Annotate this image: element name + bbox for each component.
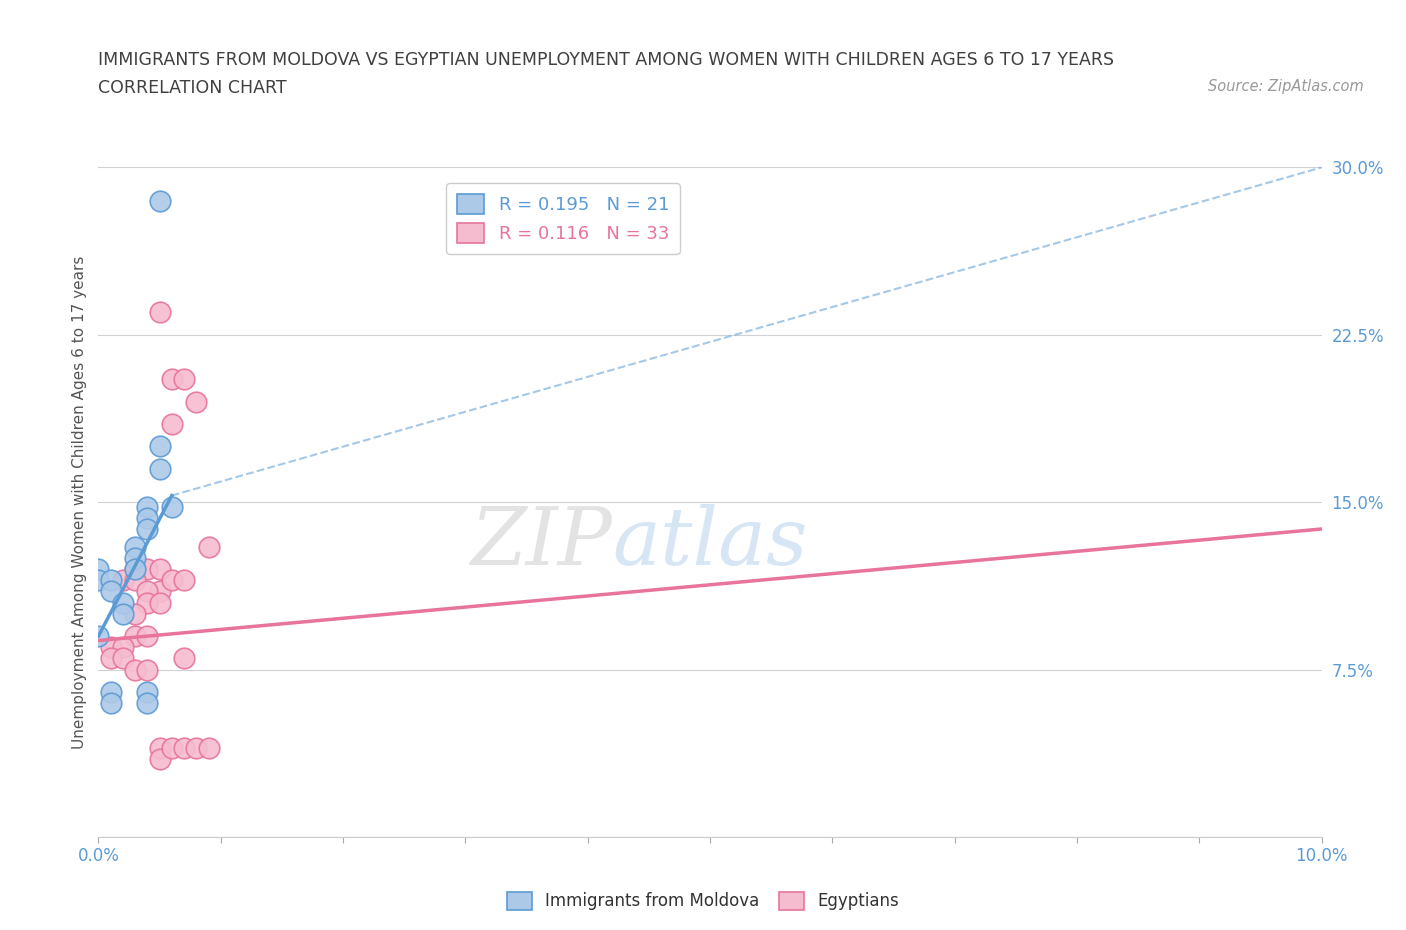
Point — [173, 740, 195, 755]
Point — [124, 629, 146, 644]
Point — [149, 740, 172, 755]
Text: IMMIGRANTS FROM MOLDOVA VS EGYPTIAN UNEMPLOYMENT AMONG WOMEN WITH CHILDREN AGES : IMMIGRANTS FROM MOLDOVA VS EGYPTIAN UNEM… — [98, 51, 1115, 69]
Point — [100, 696, 122, 711]
Point — [111, 606, 134, 621]
Point — [197, 740, 219, 755]
Point — [173, 372, 195, 387]
Point — [124, 662, 146, 677]
Point — [160, 417, 183, 432]
Point — [136, 696, 159, 711]
Point — [136, 562, 159, 577]
Point — [149, 751, 172, 766]
Point — [149, 584, 172, 599]
Point — [197, 539, 219, 554]
Point — [136, 584, 159, 599]
Point — [160, 499, 183, 514]
Point — [100, 573, 122, 588]
Legend: R = 0.195   N = 21, R = 0.116   N = 33: R = 0.195 N = 21, R = 0.116 N = 33 — [446, 183, 681, 254]
Point — [149, 562, 172, 577]
Point — [124, 562, 146, 577]
Point — [87, 562, 110, 577]
Text: atlas: atlas — [612, 504, 807, 581]
Point — [149, 305, 172, 320]
Text: CORRELATION CHART: CORRELATION CHART — [98, 79, 287, 97]
Point — [149, 461, 172, 476]
Point — [111, 573, 134, 588]
Text: Source: ZipAtlas.com: Source: ZipAtlas.com — [1208, 79, 1364, 94]
Point — [136, 522, 159, 537]
Point — [124, 573, 146, 588]
Point — [173, 573, 195, 588]
Y-axis label: Unemployment Among Women with Children Ages 6 to 17 years: Unemployment Among Women with Children A… — [72, 256, 87, 749]
Point — [136, 629, 159, 644]
Point — [100, 651, 122, 666]
Point — [186, 394, 208, 409]
Point — [124, 606, 146, 621]
Point — [100, 640, 122, 655]
Point — [160, 573, 183, 588]
Point — [149, 439, 172, 454]
Point — [111, 640, 134, 655]
Point — [136, 595, 159, 610]
Point — [136, 684, 159, 699]
Text: ZIP: ZIP — [471, 504, 612, 581]
Point — [124, 562, 146, 577]
Point — [111, 595, 134, 610]
Point — [100, 684, 122, 699]
Point — [149, 193, 172, 208]
Point — [173, 651, 195, 666]
Point — [149, 595, 172, 610]
Point — [160, 372, 183, 387]
Point — [111, 651, 134, 666]
Legend: Immigrants from Moldova, Egyptians: Immigrants from Moldova, Egyptians — [501, 885, 905, 917]
Point — [87, 629, 110, 644]
Point — [136, 499, 159, 514]
Point — [124, 551, 146, 565]
Point — [100, 584, 122, 599]
Point — [136, 511, 159, 525]
Point — [87, 573, 110, 588]
Point — [124, 539, 146, 554]
Point — [160, 740, 183, 755]
Point — [136, 662, 159, 677]
Point — [186, 740, 208, 755]
